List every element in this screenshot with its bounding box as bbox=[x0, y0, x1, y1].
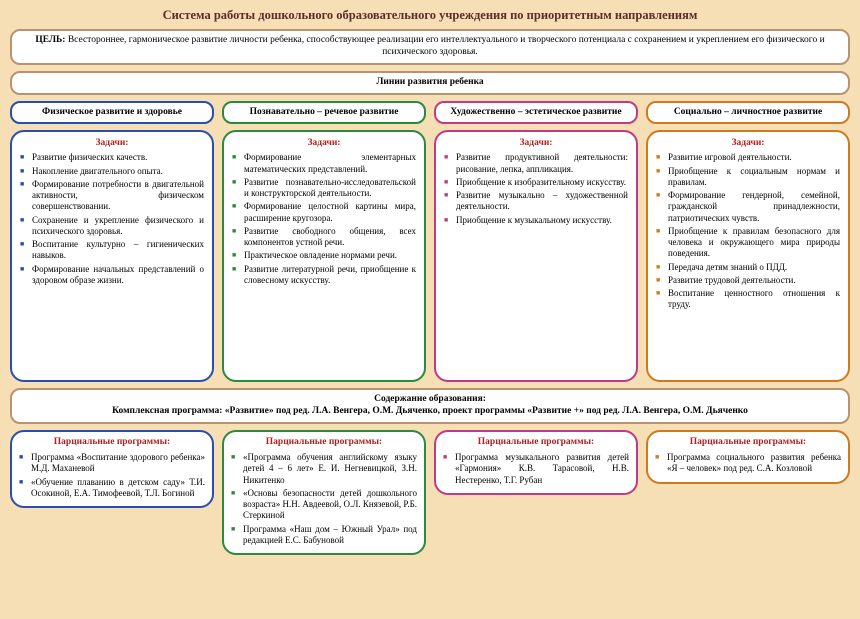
list-item: Формирование целостной картины мира, рас… bbox=[232, 201, 416, 224]
tasks-list-2: Формирование элементарных математических… bbox=[232, 152, 416, 286]
partial-box-4: Парциальные программы: Программа социаль… bbox=[646, 430, 850, 483]
partial-list-1: Программа «Воспитание здорового ребенка»… bbox=[19, 452, 205, 499]
direction-header-1: Физическое развитие и здоровье bbox=[10, 101, 214, 124]
tasks-list-4: Развитие игровой деятельности. Приобщение… bbox=[656, 152, 840, 310]
list-item: Передача детям знаний о ПДД. bbox=[656, 262, 840, 273]
list-item: «Обучение плаванию в детском саду» Т.И. … bbox=[19, 477, 205, 500]
goal-label: ЦЕЛЬ: bbox=[35, 35, 65, 45]
list-item: Воспитание ценностного отношения к труду… bbox=[656, 288, 840, 311]
list-item: Формирование элементарных математических… bbox=[232, 152, 416, 175]
tasks-heading: Задачи: bbox=[444, 138, 628, 150]
list-item: Формирование потребности в двигательной … bbox=[20, 179, 204, 213]
partial-box-3: Парциальные программы: Программа музыкал… bbox=[434, 430, 638, 495]
lines-header-box: Линии развития ребенка bbox=[10, 71, 850, 95]
list-item: Программа «Наш дом – Южный Урал» под ред… bbox=[231, 524, 417, 547]
list-item: Приобщение к музыкальному искусству. bbox=[444, 215, 628, 226]
list-item: «Программа обучения английскому языку де… bbox=[231, 452, 417, 486]
list-item: Воспитание культурно – гигиенических нав… bbox=[20, 239, 204, 262]
list-item: Развитие музыкально – художественной дея… bbox=[444, 190, 628, 213]
partial-heading: Парциальные программы: bbox=[443, 437, 629, 449]
list-item: Развитие свободного общения, всех компон… bbox=[232, 226, 416, 249]
content-header-line2: Комплексная программа: «Развитие» под ре… bbox=[22, 406, 838, 418]
tasks-heading: Задачи: bbox=[20, 138, 204, 150]
partial-list-4: Программа социального развития ребенка «… bbox=[655, 452, 841, 475]
partial-list-2: «Программа обучения английскому языку де… bbox=[231, 452, 417, 546]
list-item: Развитие трудовой деятельности. bbox=[656, 275, 840, 286]
list-item: Формирование гендерной, семейной, гражда… bbox=[656, 190, 840, 224]
direction-header-2: Познавательно – речевое развитие bbox=[222, 101, 426, 124]
content-header-box: Содержание образования: Комплексная прог… bbox=[10, 388, 850, 425]
tasks-box-3: Задачи: Развитие продуктивной деятельнос… bbox=[434, 130, 638, 382]
list-item: Накопление двигательного опыта. bbox=[20, 166, 204, 177]
list-item: Развитие игровой деятельности. bbox=[656, 152, 840, 163]
tasks-heading: Задачи: bbox=[656, 138, 840, 150]
goal-text: Всестороннее, гармоническое развитие лич… bbox=[68, 35, 825, 57]
partial-row: Парциальные программы: Программа «Воспит… bbox=[10, 430, 850, 555]
list-item: Программа музыкального развития детей «Г… bbox=[443, 452, 629, 486]
tasks-row: Задачи: Развитие физических качеств. Нако… bbox=[10, 130, 850, 382]
list-item: Приобщение к социальным нормам и правила… bbox=[656, 166, 840, 189]
list-item: Развитие литературной речи, приобщение к… bbox=[232, 264, 416, 287]
page-title: Система работы дошкольного образовательн… bbox=[10, 8, 850, 23]
list-item: Развитие познавательно-исследовательской… bbox=[232, 177, 416, 200]
list-item: Развитие продуктивной деятельности: рисо… bbox=[444, 152, 628, 175]
partial-heading: Парциальные программы: bbox=[231, 437, 417, 449]
direction-header-3: Художественно – эстетическое развитие bbox=[434, 101, 638, 124]
tasks-list-1: Развитие физических качеств. Накопление д… bbox=[20, 152, 204, 286]
tasks-box-1: Задачи: Развитие физических качеств. Нако… bbox=[10, 130, 214, 382]
list-item: Приобщение к изобразительному искусству. bbox=[444, 177, 628, 188]
content-header-line1: Содержание образования: bbox=[22, 394, 838, 406]
list-item: Формирование начальных представлений о з… bbox=[20, 264, 204, 287]
direction-headers-row: Физическое развитие и здоровье Познавате… bbox=[10, 101, 850, 124]
tasks-box-4: Задачи: Развитие игровой деятельности. Пр… bbox=[646, 130, 850, 382]
list-item: Развитие физических качеств. bbox=[20, 152, 204, 163]
direction-header-4: Социально – личностное развитие bbox=[646, 101, 850, 124]
goal-box: ЦЕЛЬ: Всестороннее, гармоническое развит… bbox=[10, 29, 850, 65]
partial-heading: Парциальные программы: bbox=[19, 437, 205, 449]
partial-list-3: Программа музыкального развития детей «Г… bbox=[443, 452, 629, 486]
list-item: Сохранение и укрепление физического и пс… bbox=[20, 215, 204, 238]
list-item: Программа «Воспитание здорового ребенка»… bbox=[19, 452, 205, 475]
partial-heading: Парциальные программы: bbox=[655, 437, 841, 449]
partial-box-1: Парциальные программы: Программа «Воспит… bbox=[10, 430, 214, 508]
tasks-list-3: Развитие продуктивной деятельности: рисо… bbox=[444, 152, 628, 226]
diagram-canvas: Система работы дошкольного образовательн… bbox=[0, 0, 860, 619]
list-item: Практическое овладение нормами речи. bbox=[232, 250, 416, 261]
tasks-heading: Задачи: bbox=[232, 138, 416, 150]
tasks-box-2: Задачи: Формирование элементарных матема… bbox=[222, 130, 426, 382]
list-item: Приобщение к правилам безопасного для че… bbox=[656, 226, 840, 260]
partial-box-2: Парциальные программы: «Программа обучен… bbox=[222, 430, 426, 555]
list-item: Программа социального развития ребенка «… bbox=[655, 452, 841, 475]
list-item: «Основы безопасности детей дошкольного в… bbox=[231, 488, 417, 522]
